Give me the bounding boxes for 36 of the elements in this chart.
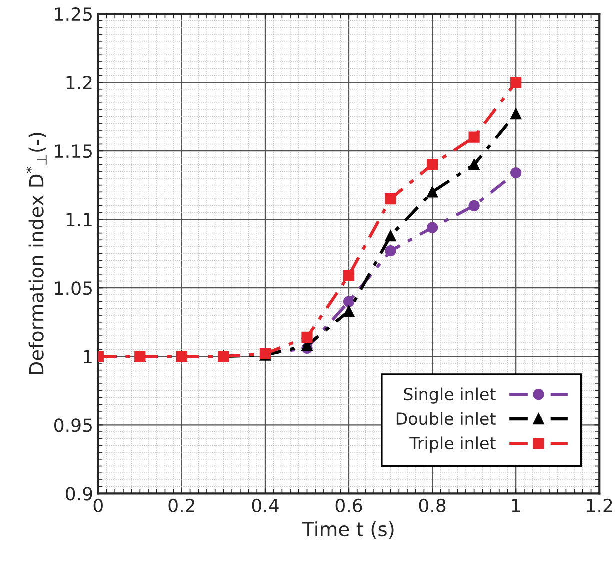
point	[468, 132, 480, 143]
point	[385, 193, 396, 205]
x-tick-label: 0.4	[252, 498, 279, 513]
y-tick-label: 1.25	[55, 7, 92, 22]
point	[385, 246, 396, 257]
y-tick-label: 1.1	[66, 213, 92, 226]
y-axis-title: Deformation index D$^{*}$$_{⊥}$(-)	[26, 133, 47, 374]
point	[468, 159, 480, 170]
y-tick-label: 1.05	[55, 282, 92, 296]
y-tick-label: 1.15	[55, 144, 92, 158]
point	[343, 296, 355, 308]
point	[426, 159, 438, 170]
point	[343, 270, 355, 282]
x-axis-title: Time t (s)	[302, 522, 394, 539]
x-tick-label: 1	[512, 499, 520, 512]
x-tick-label: 0.8	[419, 498, 446, 513]
x-tick-label: 0.2	[168, 498, 194, 513]
y-tick-label: 0.9	[66, 487, 92, 501]
point	[510, 167, 522, 179]
x-tick-label: 1.2	[587, 498, 612, 512]
y-tick-label: 1.2	[66, 76, 92, 90]
point	[510, 76, 522, 88]
y-tick-label: 0.95	[54, 418, 92, 432]
legend-label: Double inlet	[396, 412, 496, 426]
x-tick-label: 0.6	[336, 498, 362, 513]
legend-label: Single inlet	[404, 388, 496, 404]
point	[426, 186, 438, 198]
point	[302, 332, 313, 344]
point	[343, 306, 355, 317]
point	[468, 200, 480, 212]
point	[510, 108, 522, 120]
legend-label: Triple inlet	[410, 436, 496, 453]
point	[385, 230, 396, 242]
point	[426, 222, 438, 234]
x-tick-label: 0	[94, 498, 103, 513]
y-tick-label: 1	[84, 350, 92, 364]
